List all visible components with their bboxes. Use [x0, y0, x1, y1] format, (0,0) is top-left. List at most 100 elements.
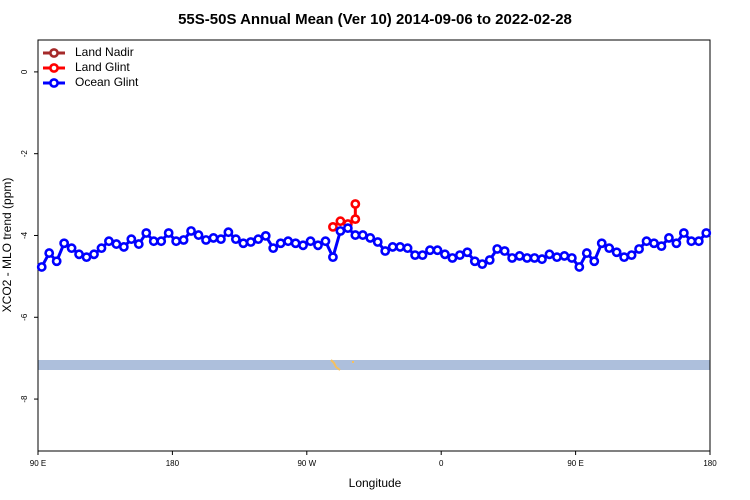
- data-point: [417, 250, 428, 261]
- data-point: [328, 221, 338, 232]
- land-mask-detail: [330, 359, 354, 371]
- y-tick-label: 0: [20, 69, 29, 74]
- data-point: [186, 226, 196, 236]
- legend-marker: [49, 78, 59, 88]
- x-tick-label: 180: [166, 459, 180, 468]
- data-point: [581, 248, 592, 258]
- data-point: [552, 252, 562, 263]
- data-point: [216, 234, 226, 245]
- data-point: [432, 245, 443, 256]
- data-point: [253, 234, 264, 245]
- data-point: [499, 246, 510, 256]
- data-point: [141, 228, 152, 238]
- data-point: [350, 199, 361, 209]
- data-point: [522, 253, 532, 263]
- data-point: [395, 242, 406, 252]
- x-axis-label: Longitude: [349, 476, 402, 490]
- data-point: [484, 255, 495, 265]
- data-point: [566, 253, 577, 263]
- data-point: [529, 253, 540, 263]
- data-point: [701, 228, 712, 238]
- y-tick-label: -8: [20, 395, 29, 403]
- data-point: [81, 252, 92, 263]
- land-mask-band: [38, 360, 710, 370]
- data-point: [634, 244, 644, 254]
- data-point: [611, 247, 622, 258]
- data-point: [89, 249, 99, 260]
- data-point: [208, 233, 219, 243]
- data-point: [693, 236, 704, 247]
- data-point: [305, 236, 316, 247]
- data-point: [283, 236, 294, 247]
- y-tick-label: -4: [20, 231, 29, 239]
- data-point: [320, 236, 331, 247]
- data-point: [51, 256, 62, 267]
- data-point: [223, 227, 234, 238]
- data-point: [328, 252, 338, 263]
- y-tick-label: -2: [20, 150, 29, 158]
- y-tick-label: -6: [20, 313, 29, 321]
- data-point: [178, 235, 189, 245]
- data-point: [96, 243, 107, 254]
- data-point: [260, 230, 271, 241]
- data-point: [372, 237, 383, 247]
- data-point: [66, 243, 77, 254]
- data-point: [245, 237, 256, 247]
- data-point: [156, 236, 167, 247]
- data-point: [365, 233, 376, 243]
- data-point: [686, 236, 697, 247]
- x-tick-label: 90 W: [297, 459, 316, 468]
- data-point: [59, 238, 70, 249]
- data-point: [641, 236, 652, 247]
- data-point: [342, 223, 353, 234]
- data-point: [574, 262, 585, 272]
- data-point: [148, 236, 159, 247]
- data-point: [402, 243, 413, 254]
- data-point: [350, 230, 361, 240]
- data-point: [387, 242, 398, 252]
- x-tick-label: 0: [439, 459, 444, 468]
- data-point: [649, 238, 659, 249]
- data-point: [313, 240, 323, 251]
- data-point: [454, 250, 465, 261]
- data-point: [596, 238, 607, 249]
- data-point: [44, 248, 55, 258]
- data-point: [193, 230, 204, 240]
- data-point: [507, 253, 518, 263]
- data-point: [410, 250, 420, 261]
- data-point: [619, 252, 630, 263]
- data-point: [201, 235, 211, 245]
- data-point: [350, 214, 361, 225]
- data-point: [380, 246, 391, 256]
- data-point: [425, 245, 435, 256]
- data-point: [111, 239, 122, 249]
- data-point: [469, 256, 480, 267]
- data-point: [74, 249, 84, 260]
- data-point: [230, 234, 241, 245]
- data-point: [678, 228, 689, 238]
- data-point: [537, 254, 547, 265]
- data-point: [163, 228, 174, 238]
- data-point: [626, 250, 637, 261]
- data-point: [559, 251, 570, 261]
- data-point: [290, 238, 301, 249]
- legend-marker: [49, 63, 59, 73]
- legend-label: Land Nadir: [75, 45, 134, 59]
- data-point: [492, 244, 503, 254]
- data-point: [604, 243, 615, 254]
- data-point: [268, 243, 279, 254]
- data-point: [447, 253, 458, 263]
- legend-marker: [49, 48, 59, 58]
- data-point: [477, 259, 488, 270]
- data-point: [664, 233, 674, 243]
- data-point: [357, 230, 368, 240]
- data-point: [440, 249, 450, 260]
- x-tick-label: 180: [703, 459, 717, 468]
- data-point: [104, 236, 114, 247]
- data-point: [298, 240, 308, 251]
- data-point: [656, 241, 667, 252]
- data-point: [514, 251, 525, 261]
- data-point: [171, 236, 182, 247]
